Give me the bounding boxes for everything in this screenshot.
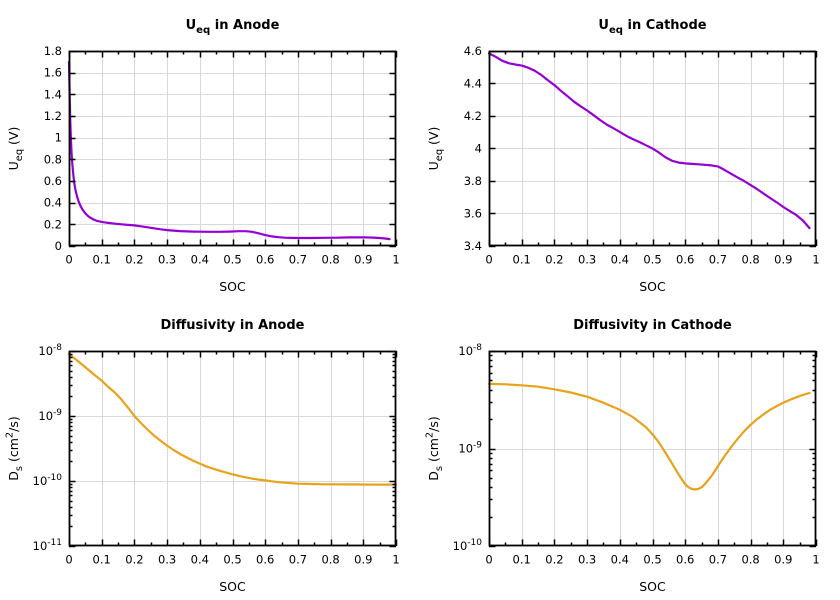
x-tick-label: 0.9 bbox=[774, 253, 792, 267]
x-axis-label: SOC bbox=[219, 579, 246, 594]
y-tick-label: 1 bbox=[55, 131, 62, 145]
x-tick-label: 0.4 bbox=[611, 553, 629, 567]
data-curve bbox=[487, 52, 811, 230]
y-tick-label: 4 bbox=[475, 142, 482, 156]
x-tick-label: 1 bbox=[392, 253, 399, 267]
y-tick-label: 0.6 bbox=[44, 174, 62, 188]
chart-title: Diffusivity in Cathode bbox=[573, 318, 732, 333]
x-tick-label: 0.5 bbox=[643, 253, 661, 267]
plot-border bbox=[68, 50, 397, 247]
y-tick-label: 4.4 bbox=[464, 77, 482, 91]
x-tick-label: 0.7 bbox=[289, 253, 307, 267]
y-tick-label: 3.8 bbox=[464, 174, 482, 188]
x-tick-label: 0 bbox=[65, 553, 72, 567]
y-axis-label: Ueq (V) bbox=[6, 127, 25, 171]
y-tick-label: 10-8 bbox=[458, 343, 482, 358]
chart-ueq-cathode: 0 0.1 0.2 0.3 0.4 0.5 0.6 0.7 0.8 0.9 1 3.4 3.6 3.8 4 4… bbox=[426, 18, 820, 294]
x-tick-label: 0.7 bbox=[709, 253, 727, 267]
plot-border bbox=[68, 350, 397, 547]
y-tick-label: 10-10 bbox=[453, 538, 483, 553]
x-tick-label: 1 bbox=[812, 253, 819, 267]
y-tick-label: 3.4 bbox=[464, 239, 482, 253]
y-tick-label: 10-11 bbox=[33, 538, 62, 553]
y-tick-label: 4.2 bbox=[464, 109, 482, 123]
y-tick-label: 1.4 bbox=[44, 87, 62, 101]
x-tick-label: 0.4 bbox=[611, 253, 629, 267]
subplot-ueq-anode: 0 0.1 0.2 0.3 0.4 0.5 0.6 0.7 0.8 0.9 1 0 0.2 0.4 0.6 0… bbox=[0, 0, 420, 300]
chart-title: Ueq in Cathode bbox=[598, 18, 706, 36]
x-axis-label: SOC bbox=[219, 279, 246, 294]
x-tick-label: 1 bbox=[392, 553, 399, 567]
x-tick-label: 0 bbox=[485, 553, 492, 567]
chart-title: Ueq in Anode bbox=[186, 18, 280, 36]
x-tick-label: 0.1 bbox=[513, 553, 531, 567]
y-tick-label: 10-9 bbox=[458, 440, 482, 455]
data-curve bbox=[487, 382, 811, 491]
x-tick-label: 0.1 bbox=[513, 253, 531, 267]
x-tick-label: 0.3 bbox=[158, 553, 176, 567]
y-tick-label: 4.6 bbox=[464, 44, 482, 58]
data-curve bbox=[67, 60, 391, 241]
x-tick-label: 0.6 bbox=[256, 253, 274, 267]
x-tick-label: 0 bbox=[485, 253, 492, 267]
x-axis-label: SOC bbox=[639, 579, 666, 594]
chart-diffusivity-cathode: 0 0.1 0.2 0.3 0.4 0.5 0.6 0.7 0.8 0.9 1 10-10 10-9 10… bbox=[424, 318, 819, 594]
x-tick-label: 0.2 bbox=[125, 553, 143, 567]
x-tick-label: 0.2 bbox=[125, 253, 143, 267]
x-tick-label: 0.8 bbox=[741, 253, 759, 267]
x-tick-label: 0.4 bbox=[191, 553, 209, 567]
y-tick-label: 0.8 bbox=[44, 152, 62, 166]
x-tick-label: 0.1 bbox=[93, 553, 111, 567]
y-axis-label: Ds (cm2/s) bbox=[424, 416, 444, 481]
x-tick-label: 0.9 bbox=[354, 253, 372, 267]
y-tick-label: 10-8 bbox=[38, 343, 62, 358]
x-tick-label: 0.2 bbox=[545, 253, 563, 267]
y-tick-label: 10-10 bbox=[33, 473, 63, 488]
y-tick-label: 0 bbox=[55, 239, 62, 253]
chart-diffusivity-anode: 0 0.1 0.2 0.3 0.4 0.5 0.6 0.7 0.8 0.9 1 10-11 10-10 1… bbox=[4, 318, 399, 594]
x-tick-label: 0.6 bbox=[256, 553, 274, 567]
x-tick-label: 0.9 bbox=[774, 553, 792, 567]
x-tick-label: 0.5 bbox=[643, 553, 661, 567]
x-tick-label: 0.8 bbox=[741, 553, 759, 567]
x-tick-label: 0.8 bbox=[321, 553, 339, 567]
y-tick-label: 0.2 bbox=[44, 217, 62, 231]
subplot-diffusivity-cathode: 0 0.1 0.2 0.3 0.4 0.5 0.6 0.7 0.8 0.9 1 10-10 10-9 10… bbox=[420, 300, 840, 600]
y-tick-label: 1.8 bbox=[44, 44, 62, 58]
y-axis-label: Ueq (V) bbox=[426, 127, 445, 171]
plot-border bbox=[488, 350, 817, 547]
y-tick-label: 10-9 bbox=[38, 408, 62, 423]
x-tick-label: 0.2 bbox=[545, 553, 563, 567]
x-tick-label: 0.1 bbox=[93, 253, 111, 267]
chart-title: Diffusivity in Anode bbox=[161, 318, 305, 333]
x-tick-label: 0.5 bbox=[223, 253, 241, 267]
y-tick-label: 0.4 bbox=[44, 196, 62, 210]
y-tick-label: 3.6 bbox=[464, 207, 482, 221]
data-curve bbox=[67, 352, 398, 486]
y-axis-label: Ds (cm2/s) bbox=[4, 416, 24, 481]
subplot-ueq-cathode: 0 0.1 0.2 0.3 0.4 0.5 0.6 0.7 0.8 0.9 1 3.4 3.6 3.8 4 4… bbox=[420, 0, 840, 300]
x-tick-label: 0.3 bbox=[578, 553, 596, 567]
y-tick-label: 1.2 bbox=[44, 109, 62, 123]
x-tick-label: 0.4 bbox=[191, 253, 209, 267]
x-tick-label: 0.9 bbox=[354, 553, 372, 567]
chart-ueq-anode: 0 0.1 0.2 0.3 0.4 0.5 0.6 0.7 0.8 0.9 1 0 0.2 0.4 0.6 0… bbox=[6, 18, 400, 294]
x-tick-label: 0.3 bbox=[578, 253, 596, 267]
x-tick-label: 0.6 bbox=[676, 553, 694, 567]
x-tick-label: 0.6 bbox=[676, 253, 694, 267]
x-tick-label: 0.3 bbox=[158, 253, 176, 267]
x-tick-label: 0.7 bbox=[289, 553, 307, 567]
subplot-diffusivity-anode: 0 0.1 0.2 0.3 0.4 0.5 0.6 0.7 0.8 0.9 1 10-11 10-10 1… bbox=[0, 300, 420, 600]
x-tick-label: 0.7 bbox=[709, 553, 727, 567]
x-tick-label: 0.8 bbox=[321, 253, 339, 267]
x-tick-label: 1 bbox=[812, 553, 819, 567]
x-tick-label: 0.5 bbox=[223, 553, 241, 567]
x-tick-label: 0 bbox=[65, 253, 72, 267]
y-tick-label: 1.6 bbox=[44, 66, 62, 80]
x-axis-label: SOC bbox=[639, 279, 666, 294]
